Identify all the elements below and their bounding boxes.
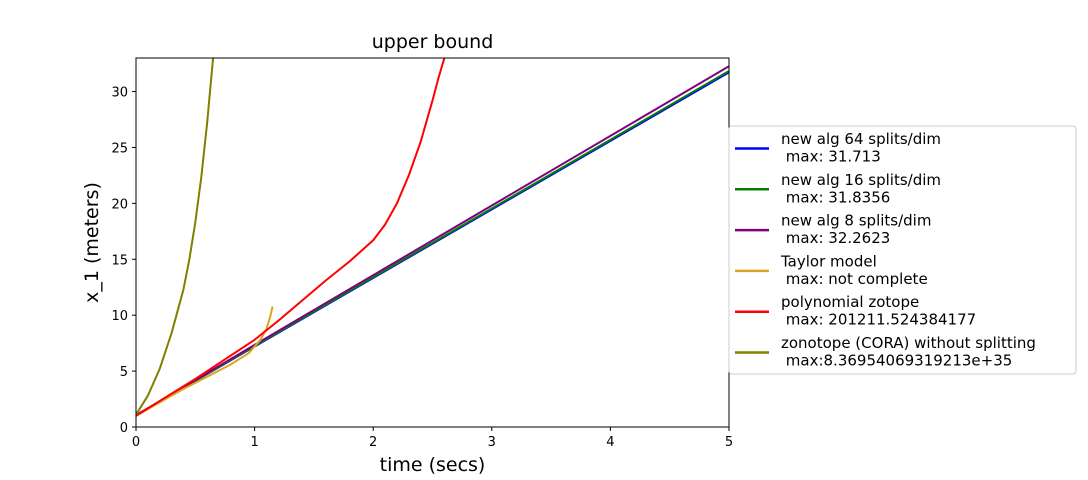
y-axis-label: x_1 (meters) [81, 182, 103, 303]
series-line-6 [136, 58, 215, 416]
x-axis: 0 1 2 3 4 5 [132, 427, 733, 450]
x-tick-label: 4 [606, 435, 614, 450]
y-tick-label: 20 [111, 197, 128, 212]
x-axis-label: time (secs) [380, 454, 486, 476]
y-tick-label: 30 [111, 86, 128, 101]
legend-entry-3: new alg 8 splits/dim max: 32.2623 [781, 212, 931, 248]
legend-entry-line: max: 201211.524384177 [781, 311, 976, 329]
y-tick-label: 10 [111, 309, 128, 324]
y-tick-label: 5 [120, 365, 128, 380]
x-tick-label: 3 [488, 435, 496, 450]
legend-entry-2: new alg 16 splits/dim max: 31.8356 [781, 171, 941, 207]
x-tick-label: 0 [132, 435, 140, 450]
y-axis: 0 5 10 15 20 25 30 [111, 86, 136, 436]
legend-entry-line: max: 31.8356 [781, 188, 890, 206]
legend-entry-line: max:8.36954069319213e+35 [781, 352, 1012, 370]
series-layer [136, 58, 729, 417]
y-tick-label: 25 [111, 141, 128, 156]
legend-entry-line: max: not complete [781, 270, 928, 288]
legend-entry-line: polynomial zotope [781, 293, 919, 311]
legend-entry-line: Taylor model [780, 252, 877, 270]
legend-entry-line: max: 31.713 [781, 148, 881, 166]
legend-entry-1: new alg 64 splits/dim max: 31.713 [781, 130, 941, 166]
legend-entry-line: new alg 8 splits/dim [781, 212, 931, 230]
series-line-2 [136, 70, 729, 417]
legend-entry-6: zonotope (CORA) without splitting max:8.… [781, 334, 1036, 370]
legend-entry-4: Taylor model max: not complete [780, 252, 928, 288]
x-tick-label: 1 [250, 435, 258, 450]
chart-title: upper bound [372, 31, 494, 53]
y-tick-label: 0 [120, 421, 128, 436]
x-tick-label: 2 [369, 435, 377, 450]
series-line-4 [136, 306, 274, 417]
legend-entry-line: max: 32.2623 [781, 229, 890, 247]
legend-entry-line: new alg 64 splits/dim [781, 130, 941, 148]
y-tick-label: 15 [111, 253, 128, 268]
legend-box [728, 125, 1077, 375]
legend-entry-line: new alg 16 splits/dim [781, 171, 941, 189]
legend-entry-line: zonotope (CORA) without splitting [781, 334, 1036, 352]
legend-entry-5: polynomial zotope max: 201211.524384177 [781, 293, 976, 329]
series-line-3 [136, 65, 729, 417]
x-tick-label: 5 [725, 435, 733, 450]
series-line-5 [136, 58, 446, 417]
